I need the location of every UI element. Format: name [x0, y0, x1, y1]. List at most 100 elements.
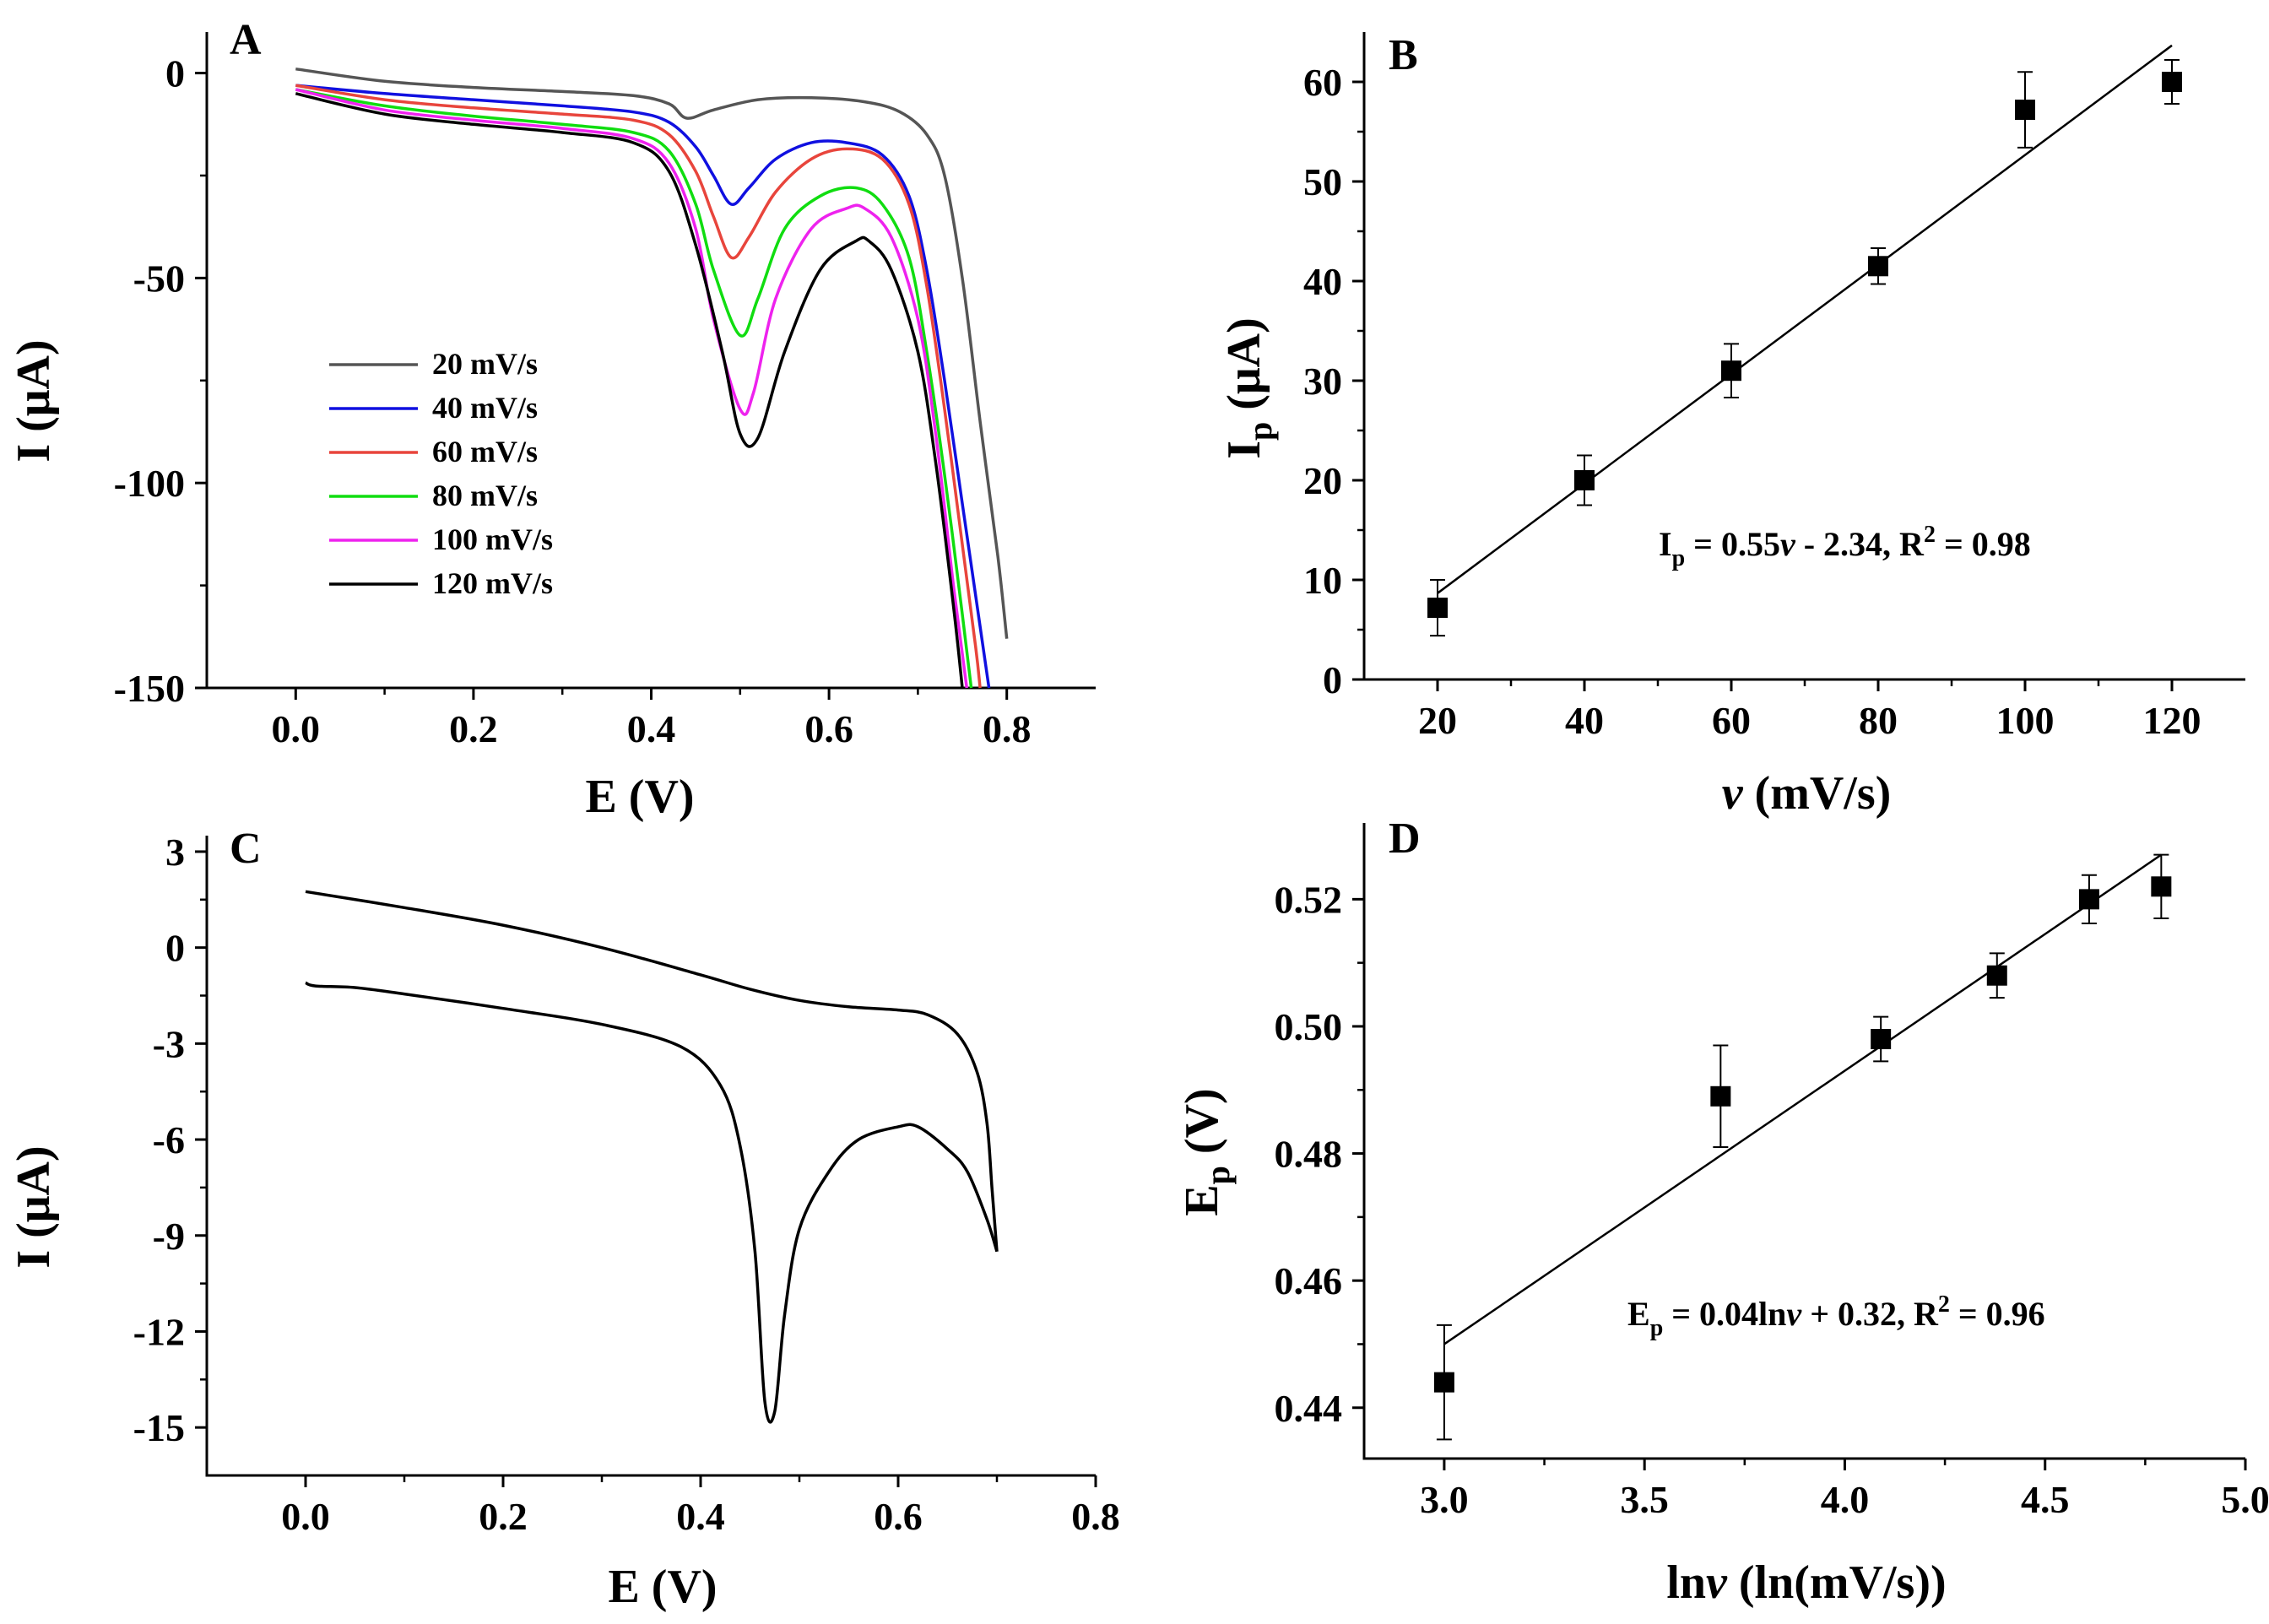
fit-line [1437, 44, 2173, 594]
panel-d-ylabel: Ep (V) [1176, 1088, 1237, 1215]
legend-label: 20 mV/s [432, 347, 538, 381]
panel-a-series-line-2 [295, 84, 991, 689]
panel-a-ylabel: I (μA) [8, 339, 60, 462]
panel-d-marks [1433, 853, 2172, 1441]
x-tick-label: 0.2 [479, 1495, 528, 1538]
panel-d-axes [1362, 823, 2245, 1460]
x-tick-label: 3.5 [1620, 1478, 1669, 1521]
x-tick-label: 60 [1712, 699, 1751, 742]
legend-label: 40 mV/s [432, 391, 538, 425]
panel-d-equation: Ep = 0.04lnv + 0.32, R2 = 0.96 [1627, 1291, 2045, 1341]
y-tick-label: 50 [1303, 160, 1342, 203]
x-tick-label: 4.5 [2021, 1478, 2070, 1521]
data-point [2151, 876, 2172, 897]
panel-a-series-line-4 [295, 88, 973, 689]
data-point [2078, 889, 2099, 910]
panel-d-eq-lhs: E [1627, 1295, 1650, 1333]
panel-b-eq-var: v [1780, 525, 1796, 563]
panel-d-eq-mid: = 0.04ln [1663, 1295, 1786, 1333]
x-tick-label: 3.0 [1420, 1478, 1469, 1521]
legend-label: 120 mV/s [432, 566, 553, 600]
data-point [1710, 1085, 1731, 1107]
panel-d-eq-rhs: + 0.32, R [1801, 1295, 1939, 1333]
data-point [1868, 256, 1888, 277]
x-tick-label: 0.2 [449, 707, 498, 750]
x-tick-label: 0.0 [281, 1495, 330, 1538]
data-point [1721, 360, 1741, 382]
panel-a-letter: A [230, 16, 262, 64]
x-tick-label: 40 [1565, 699, 1604, 742]
panel-d-eq-end: = 0.96 [1950, 1295, 2045, 1333]
y-tick-label: -100 [114, 462, 185, 505]
panel-c-series [305, 890, 999, 1424]
panel-a-xlabel: E (V) [585, 771, 694, 823]
panel-b-eq-end: = 0.98 [1936, 525, 2031, 563]
x-tick-label: 20 [1418, 699, 1457, 742]
panel-a-legend: 20 mV/s 40 mV/s 60 mV/s 80 mV/s 100 mV/s 120 … [329, 347, 553, 600]
y-tick-label: -12 [133, 1310, 185, 1353]
panel-d-eq-sup: 2 [1938, 1291, 1950, 1318]
panel-b-marks [1427, 44, 2182, 637]
y-tick-label: 0.48 [1275, 1133, 1343, 1176]
data-point [1427, 598, 1448, 619]
panel-b-eq-mid: = 0.55 [1685, 525, 1780, 563]
y-tick-label: 0 [1323, 658, 1342, 701]
legend-label: 80 mV/s [432, 479, 538, 512]
x-tick-label: 80 [1859, 699, 1898, 742]
data-point [2162, 72, 2182, 92]
y-tick-label: -50 [133, 257, 185, 300]
x-tick-label: 0.6 [804, 707, 853, 750]
legend-label: 60 mV/s [432, 435, 538, 468]
y-tick-label: -15 [133, 1406, 185, 1449]
x-tick-label: 0.6 [874, 1495, 923, 1538]
panel-d-ticks: 3.0 3.5 4.0 4.5 5.0 0.44 0.46 0.48 0.50 0.52 [1275, 878, 2269, 1521]
data-point [2015, 100, 2035, 121]
y-tick-label: -3 [153, 1022, 185, 1065]
panel-d-eq-sub: p [1650, 1315, 1664, 1341]
x-tick-label: 5.0 [2221, 1478, 2269, 1521]
panel-c-series-line-2 [305, 981, 999, 1424]
panel-b-eq-lhs: I [1659, 525, 1672, 563]
y-tick-label: 0.44 [1275, 1387, 1343, 1430]
panel-c-letter: C [230, 825, 262, 873]
panel-b-xlabel-var: v [1722, 767, 1744, 820]
panel-d-xlabel-var: v [1706, 1556, 1728, 1609]
panel-d-eq-var: v [1786, 1295, 1802, 1333]
x-tick-label: 0.4 [627, 707, 676, 750]
data-point [1433, 1372, 1454, 1393]
x-tick-label: 0.4 [676, 1495, 725, 1538]
panel-d-xlabel: lnv (ln(mV/s)) [1666, 1556, 1946, 1609]
y-tick-label: -6 [153, 1118, 185, 1161]
panel-a-ticks: 0.0 0.2 0.4 0.6 0.8 0 -50 -100 -150 [114, 52, 1032, 750]
panel-c-series-line-1 [305, 890, 999, 1252]
panel-a-series-line-6 [295, 92, 964, 689]
x-tick-label: 0.0 [272, 707, 321, 750]
panel-b-eq-rhs: - 2.34, R [1795, 525, 1925, 563]
y-tick-label: 0.52 [1275, 878, 1343, 921]
data-point [1574, 470, 1595, 490]
y-tick-label: 10 [1303, 559, 1342, 602]
x-tick-label: 100 [1996, 699, 2055, 742]
panel-b-xlabel: v (mV/s) [1722, 767, 1892, 820]
panel-d: D 3.0 3.5 4.0 4.5 5.0 0.44 0.46 0.48 0.50 0.52 Ep… [1176, 815, 2269, 1609]
y-tick-label: -150 [114, 667, 185, 710]
panel-c-ylabel: I (μA) [8, 1145, 60, 1268]
panel-c-ticks: 0.0 0.2 0.4 0.6 0.8 3 0 -3 -6 -9 -12 -15 [133, 831, 1120, 1538]
x-tick-label: 4.0 [1821, 1478, 1870, 1521]
data-point [1871, 1029, 1892, 1050]
legend-label: 100 mV/s [432, 522, 553, 556]
panel-a-series-line-5 [295, 88, 969, 689]
panel-b-eq-sup: 2 [1924, 522, 1936, 548]
y-tick-label: 30 [1303, 360, 1342, 403]
y-tick-label: 20 [1303, 459, 1342, 502]
panel-a-series [295, 67, 1009, 689]
data-point [1986, 965, 2007, 986]
panel-c-xlabel: E (V) [608, 1561, 717, 1613]
y-tick-label: 3 [165, 831, 185, 874]
panel-b-ticks: 20 40 60 80 100 120 0 10 20 30 40 50 60 [1303, 61, 2201, 742]
panel-b-letter: B [1389, 31, 1418, 79]
panel-b-equation: Ip = 0.55v - 2.34, R2 = 0.98 [1659, 522, 2031, 571]
